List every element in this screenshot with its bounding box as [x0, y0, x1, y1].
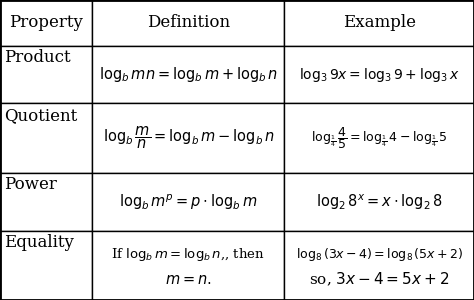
Bar: [0, 0, 92, 46]
Bar: [284, 103, 474, 173]
Bar: [92, 173, 284, 231]
Text: $\log_2 8^x = x \cdot \log_2 8$: $\log_2 8^x = x \cdot \log_2 8$: [316, 192, 443, 212]
Text: so, $3x - 4 = 5x+2$: so, $3x - 4 = 5x+2$: [309, 271, 449, 288]
Bar: [92, 103, 284, 173]
Text: Property: Property: [9, 14, 83, 31]
Bar: [0, 46, 92, 104]
Text: $\log_b \dfrac{m}{n} = \log_b m - \log_b n$: $\log_b \dfrac{m}{n} = \log_b m - \log_b…: [102, 125, 274, 152]
Bar: [0, 173, 92, 231]
Bar: [284, 231, 474, 300]
Text: $\log_3 9x = \log_3 9 + \log_3 x$: $\log_3 9x = \log_3 9 + \log_3 x$: [299, 65, 459, 83]
Bar: [0, 231, 92, 300]
Bar: [92, 0, 284, 46]
Bar: [0, 103, 92, 173]
Text: Power: Power: [4, 176, 57, 194]
Bar: [92, 46, 284, 104]
Text: $m = n.$: $m = n.$: [165, 272, 212, 287]
Text: Definition: Definition: [147, 14, 230, 31]
Bar: [284, 0, 474, 46]
Bar: [284, 173, 474, 231]
Text: $\log_b mn = \log_b m + \log_b n$: $\log_b mn = \log_b m + \log_b n$: [99, 65, 278, 84]
Text: Quotient: Quotient: [4, 107, 77, 124]
Text: Equality: Equality: [4, 234, 73, 251]
Text: Example: Example: [343, 14, 416, 31]
Text: $\log_{\frac{1}{4}} \dfrac{4}{5} = \log_{\frac{1}{4}} 4 - \log_{\frac{1}{4}} 5$: $\log_{\frac{1}{4}} \dfrac{4}{5} = \log_…: [311, 125, 447, 151]
Bar: [92, 231, 284, 300]
Text: If $\log_b m = \log_b n$,, then: If $\log_b m = \log_b n$,, then: [111, 246, 265, 263]
Text: $\log_b m^p = p \cdot \log_b m$: $\log_b m^p = p \cdot \log_b m$: [119, 192, 257, 212]
Text: $\log_8(3x-4) = \log_8(5x+2)$: $\log_8(3x-4) = \log_8(5x+2)$: [295, 246, 463, 263]
Text: Product: Product: [4, 49, 71, 66]
Bar: [284, 46, 474, 104]
